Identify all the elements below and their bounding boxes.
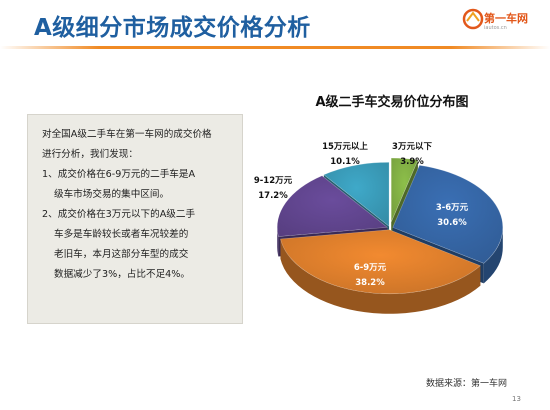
analysis-textbox: 对全国A级二手车在第一车网的成交价格 进行分析，我们发现： 1、成交价格在6-9… xyxy=(27,114,243,324)
pie-slice xyxy=(323,161,390,227)
pie-tops xyxy=(276,157,504,295)
pie-slice-rim xyxy=(483,227,503,284)
pie-slice xyxy=(276,175,389,237)
slice-label: 6-9万元 xyxy=(354,263,387,273)
analysis-line: 对全国A级二手车在第一车网的成交价格 xyxy=(42,129,212,140)
analysis-line: 数据减少了3%，占比不足4%。 xyxy=(54,269,190,280)
slice-value-label: 17.2% xyxy=(258,191,288,201)
slice-value-label: 38.2% xyxy=(355,278,385,288)
logo-text: 第一车网 xyxy=(484,12,528,25)
pie-slice xyxy=(390,157,419,223)
page-number: 13 xyxy=(512,395,521,403)
logo-icon xyxy=(462,8,484,30)
slice-value-label: 3.9% xyxy=(400,157,424,167)
logo-subtext: iautos.cn xyxy=(484,25,507,31)
data-source: 数据来源：第一车网 xyxy=(426,379,508,389)
analysis-line: 级车市场交易的集中区间。 xyxy=(54,189,170,200)
slice-label: 15万元以上 xyxy=(322,141,368,152)
pie-slice xyxy=(392,164,504,264)
pie-slice xyxy=(280,229,481,295)
slice-label: 9-12万元 xyxy=(254,176,293,186)
pie-slice-rim xyxy=(280,238,481,314)
analysis-line: 进行分析，我们发现： xyxy=(42,149,138,160)
logo: 第一车网 iautos.cn xyxy=(462,4,534,40)
slice-label: 3万元以下 xyxy=(392,142,432,152)
slice-value-label: 10.1% xyxy=(330,157,360,167)
analysis-line: 车多是车龄较长或者车况较差的 xyxy=(54,229,189,240)
slice-value-label: 30.6% xyxy=(437,218,467,228)
chart-title: A级二手车交易价位分布图 xyxy=(315,95,469,110)
title-divider xyxy=(0,46,550,49)
analysis-line: 1、成交价格在6-9万元的二手车是A xyxy=(42,169,196,180)
slice-label: 3-6万元 xyxy=(436,203,469,213)
slide-title: A级细分市场成交价格分析 xyxy=(34,15,311,41)
analysis-line: 老旧车，本月这部分车型的成交 xyxy=(54,249,189,260)
pie-slice-rim xyxy=(277,227,279,257)
analysis-line: 2、成交价格在3万元以下的A级二手 xyxy=(42,209,196,220)
